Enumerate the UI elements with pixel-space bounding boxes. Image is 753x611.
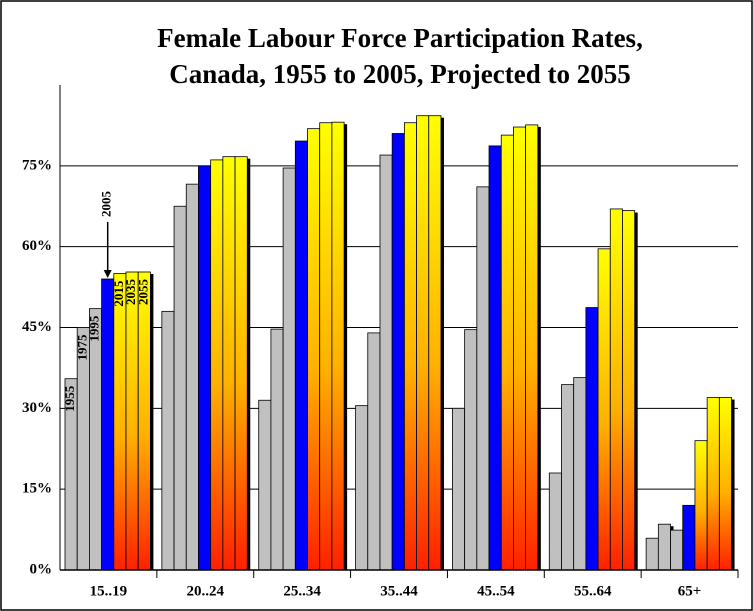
bar	[452, 407, 466, 571]
bar	[718, 397, 732, 571]
bar	[331, 121, 345, 571]
bar	[706, 397, 720, 571]
bar	[222, 156, 236, 571]
bar	[391, 133, 405, 571]
bar	[210, 159, 224, 571]
bar	[657, 523, 671, 571]
arrow-head	[103, 270, 112, 278]
bar	[573, 377, 587, 571]
bar	[282, 167, 296, 571]
bar	[622, 210, 636, 571]
series-label: 1995	[86, 315, 101, 342]
series-label: 2055	[135, 278, 150, 305]
series-label: 1975	[74, 334, 89, 361]
y-tick-label: 30%	[22, 400, 52, 416]
bar	[355, 405, 369, 571]
bar	[234, 156, 248, 571]
x-tick-label: 65+	[678, 583, 702, 599]
bar	[416, 115, 430, 571]
bar	[161, 310, 175, 571]
bar	[294, 140, 308, 571]
bar	[198, 165, 212, 571]
bar	[403, 122, 417, 571]
bar	[270, 328, 284, 571]
x-tick-label: 15..19	[90, 583, 128, 599]
series-label: 2005	[99, 191, 114, 218]
bar	[609, 208, 623, 571]
bar	[585, 307, 599, 571]
bar	[76, 327, 90, 571]
bar	[500, 134, 514, 571]
bar	[125, 271, 139, 571]
bar	[258, 399, 272, 571]
x-tick-label: 35..44	[380, 583, 418, 599]
bar	[561, 384, 575, 571]
x-tick-label: 55..64	[574, 583, 612, 599]
x-tick-label: 45..54	[477, 583, 515, 599]
bar	[367, 332, 381, 571]
series-label: 2015	[111, 280, 126, 307]
x-tick-label: 20..24	[187, 583, 225, 599]
bar	[428, 115, 442, 571]
bar	[548, 472, 562, 571]
y-tick-label: 15%	[22, 481, 52, 497]
y-tick-label: 45%	[22, 319, 52, 335]
bar	[113, 273, 127, 571]
bar	[488, 145, 502, 571]
bar	[89, 308, 103, 571]
chart-title: Canada, 1955 to 2005, Projected to 2055	[169, 59, 630, 89]
x-tick-label: 25..34	[283, 583, 321, 599]
bar	[597, 248, 611, 571]
bar	[173, 205, 187, 571]
series-label: 1955	[62, 385, 77, 412]
bar	[645, 537, 659, 571]
bar	[319, 122, 333, 571]
series-label: 2035	[123, 278, 138, 305]
bar	[670, 529, 684, 571]
bar	[185, 183, 199, 571]
bar	[513, 126, 527, 571]
bar	[464, 329, 478, 571]
bar	[307, 128, 321, 571]
y-tick-label: 0%	[30, 561, 53, 577]
bar	[101, 278, 115, 571]
bar	[525, 124, 539, 571]
bar	[476, 186, 490, 571]
bar	[694, 440, 708, 571]
y-tick-label: 75%	[22, 157, 52, 173]
bar	[682, 504, 696, 571]
bar	[379, 154, 393, 571]
chart-title: Female Labour Force Participation Rates,	[157, 23, 643, 53]
bar	[137, 271, 151, 571]
y-tick-label: 60%	[22, 238, 52, 254]
